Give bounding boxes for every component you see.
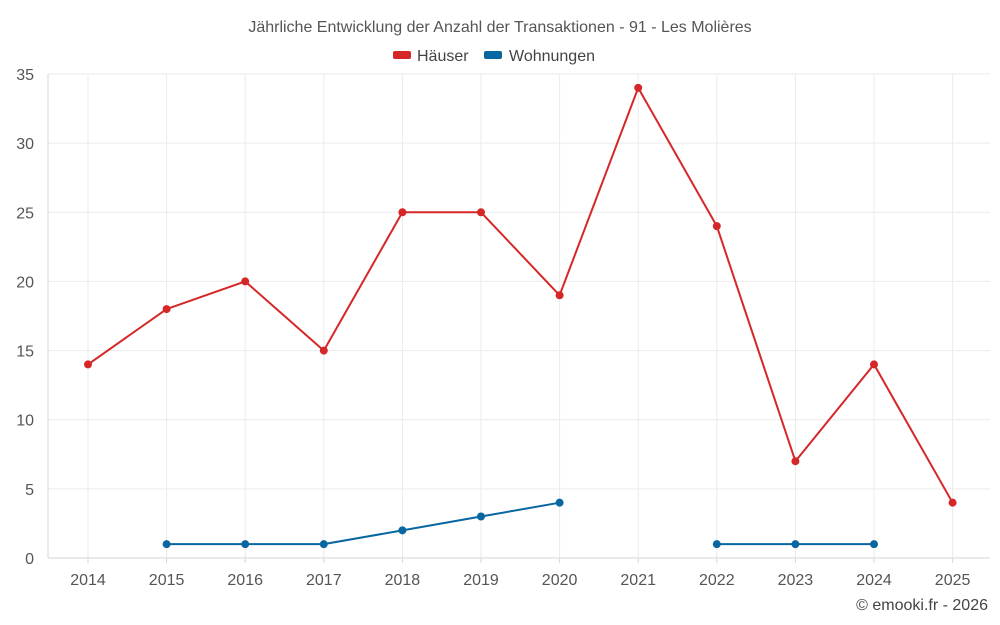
data-point-wohnungen[interactable] bbox=[870, 540, 878, 549]
data-point-wohnungen[interactable] bbox=[791, 540, 800, 549]
data-point-haeuser[interactable] bbox=[634, 83, 643, 92]
y-axis: 0 5 10 15 20 25 30 35 bbox=[16, 67, 49, 568]
legend-item-wohnungen[interactable]: Wohnungen bbox=[484, 48, 595, 65]
x-tick-label: 2018 bbox=[385, 572, 421, 589]
y-tick-label: 30 bbox=[16, 136, 34, 153]
x-tick-label: 2024 bbox=[856, 572, 892, 589]
data-point-haeuser[interactable] bbox=[398, 208, 407, 217]
y-tick-label: 35 bbox=[16, 67, 34, 84]
data-point-wohnungen[interactable] bbox=[398, 526, 407, 535]
data-point-haeuser[interactable] bbox=[84, 360, 92, 369]
legend[interactable]: Häuser Wohnungen bbox=[393, 48, 595, 65]
chart-title: Jährliche Entwicklung der Anzahl der Tra… bbox=[248, 19, 751, 36]
data-point-wohnungen[interactable] bbox=[241, 540, 250, 549]
legend-item-haeuser[interactable]: Häuser bbox=[393, 48, 469, 65]
x-tick-label: 2019 bbox=[463, 572, 499, 589]
credit-text: © emooki.fr - 2026 bbox=[856, 597, 988, 614]
y-tick-label: 15 bbox=[16, 344, 34, 361]
legend-label-wohnungen: Wohnungen bbox=[509, 48, 595, 65]
y-tick-label: 10 bbox=[16, 413, 34, 430]
x-tick-label: 2017 bbox=[306, 572, 342, 589]
legend-swatch-haeuser bbox=[393, 51, 411, 59]
series-line-haeuser bbox=[87, 86, 954, 504]
data-point-wohnungen[interactable] bbox=[555, 498, 564, 507]
data-point-haeuser[interactable] bbox=[870, 360, 878, 369]
data-point-wohnungen[interactable] bbox=[162, 540, 171, 549]
data-point-haeuser[interactable] bbox=[791, 457, 800, 466]
data-point-haeuser[interactable] bbox=[241, 277, 250, 286]
x-tick-label: 2014 bbox=[70, 572, 106, 589]
x-tick-label: 2023 bbox=[778, 572, 814, 589]
x-tick-label: 2022 bbox=[699, 572, 735, 589]
data-point-haeuser[interactable] bbox=[948, 498, 957, 507]
grid bbox=[48, 73, 990, 558]
legend-swatch-wohnungen bbox=[484, 51, 502, 59]
y-tick-label: 25 bbox=[16, 205, 34, 222]
data-point-haeuser[interactable] bbox=[162, 305, 171, 314]
data-point-haeuser[interactable] bbox=[319, 346, 328, 355]
legend-label-haeuser: Häuser bbox=[417, 48, 469, 65]
data-point-haeuser[interactable] bbox=[555, 291, 564, 300]
y-tick-label: 20 bbox=[16, 274, 34, 291]
x-tick-label: 2020 bbox=[542, 572, 578, 589]
x-axis: 2014 2015 2016 2017 2018 2019 2020 2021 2022 2023… bbox=[48, 557, 990, 589]
series-haeuser bbox=[84, 83, 957, 507]
x-tick-label: 2025 bbox=[935, 572, 971, 589]
data-point-wohnungen[interactable] bbox=[477, 512, 485, 521]
y-tick-label: 5 bbox=[25, 482, 34, 499]
data-point-wohnungen[interactable] bbox=[319, 540, 328, 549]
data-point-haeuser[interactable] bbox=[477, 208, 485, 217]
data-point-wohnungen[interactable] bbox=[712, 540, 721, 549]
series bbox=[84, 83, 957, 549]
series-line-wohnungen bbox=[166, 501, 560, 546]
x-tick-label: 2021 bbox=[620, 572, 656, 589]
data-point-haeuser[interactable] bbox=[712, 222, 721, 231]
x-tick-label: 2015 bbox=[149, 572, 185, 589]
series-wohnungen bbox=[162, 498, 878, 549]
y-tick-label: 0 bbox=[25, 551, 34, 568]
x-tick-label: 2016 bbox=[227, 572, 263, 589]
